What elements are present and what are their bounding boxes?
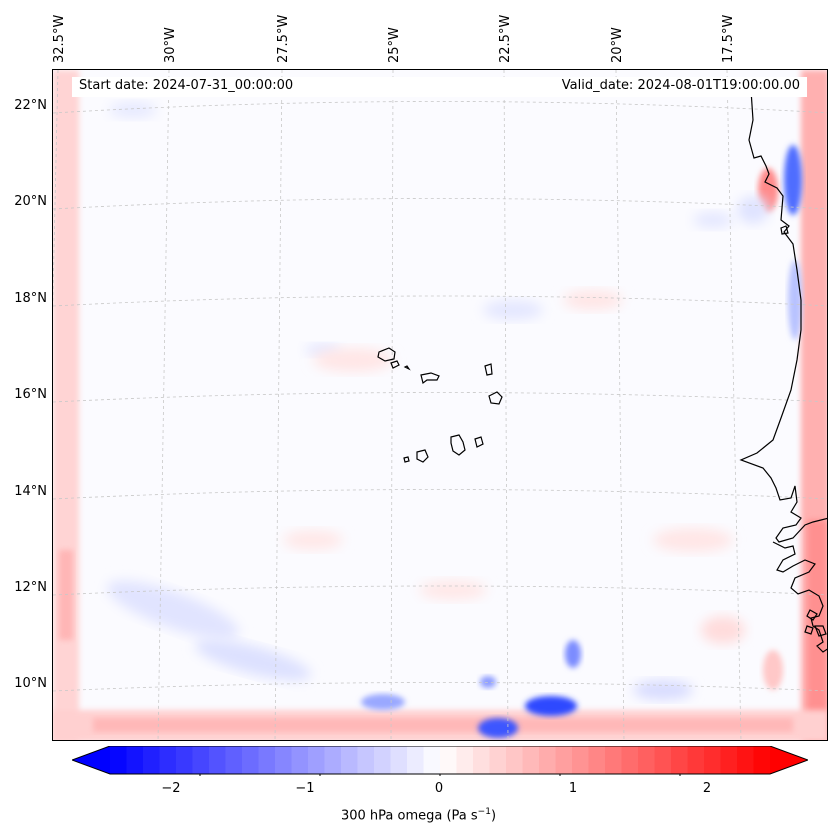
colorbar-block (720, 746, 738, 774)
colorbar-block (539, 746, 557, 774)
colorbar-block (407, 746, 425, 774)
colorbar-block (357, 746, 375, 774)
lat-label-18n: 18°N (14, 291, 47, 306)
colorbar-block (423, 746, 441, 774)
colorbar-block (126, 746, 144, 774)
island-maio (474, 436, 484, 448)
colorbar-ticks (199, 774, 681, 776)
colorbar-block (654, 746, 672, 774)
colorbar-block (110, 746, 128, 774)
island-boa-vista (488, 391, 503, 405)
lon-label-17-5w: 17.5°W (721, 14, 736, 63)
colorbar-block (588, 746, 606, 774)
colorbar-block (143, 746, 161, 774)
lat-label-12n: 12°N (14, 580, 47, 595)
colorbar-block (605, 746, 623, 774)
colorbar-block (737, 746, 755, 774)
colorbar-blocks (72, 746, 808, 774)
colorbar-tick-2: 2 (702, 781, 712, 796)
colorbar-tick-0: 0 (434, 781, 444, 796)
colorbar-block (324, 746, 342, 774)
colorbar-block (687, 746, 705, 774)
island-sao-nicolau (420, 372, 440, 385)
island-sao-vicente (390, 360, 400, 369)
lat-label-22n: 22°N (14, 98, 47, 113)
lat-label-14n: 14°N (14, 484, 47, 499)
lat-label-10n: 10°N (14, 676, 47, 691)
colorbar-block (522, 746, 540, 774)
lon-label-25w: 25°W (387, 27, 402, 63)
colorbar-block (621, 746, 639, 774)
colorbar-block (473, 746, 491, 774)
colorbar-block (225, 746, 243, 774)
colorbar-block (704, 746, 722, 774)
colorbar-block (275, 746, 293, 774)
lon-label-27-5w: 27.5°W (276, 14, 291, 63)
colorbar-block (489, 746, 507, 774)
colorbar-block (753, 746, 771, 774)
colorbar-block (440, 746, 458, 774)
island-santo-antao (377, 347, 396, 362)
colorbar-tick-minus-2: −2 (161, 781, 181, 796)
colorbar-extend-max (770, 746, 808, 774)
map-panel (52, 69, 828, 741)
colorbar-block (572, 746, 590, 774)
colorbar-block (176, 746, 194, 774)
colorbar-block (242, 746, 260, 774)
valid-date-label: Valid_date: 2024-08-01T19:00:00.00 (561, 78, 800, 93)
gridlines (53, 70, 827, 740)
africa-coastline (739, 89, 827, 543)
island-santa-luzia (403, 365, 411, 371)
coastlines (377, 89, 827, 653)
omega-field-map (53, 70, 827, 740)
colorbar-label: 300 hPa omega (Pa s−1) (340, 807, 497, 824)
colorbar-block (341, 746, 359, 774)
colorbar-block (671, 746, 689, 774)
lat-label-16n: 16°N (14, 387, 47, 402)
colorbar-tick-1: 1 (568, 781, 578, 796)
colorbar-block (638, 746, 656, 774)
island-brava (403, 456, 410, 463)
lon-label-20w: 20°W (610, 27, 625, 63)
colorbar-block (374, 746, 392, 774)
lon-label-32-5w: 32.5°W (52, 14, 67, 63)
island-santiago (450, 434, 466, 456)
lat-label-20n: 20°N (14, 194, 47, 209)
lon-label-22-5w: 22.5°W (498, 14, 513, 63)
colorbar-block (506, 746, 524, 774)
island-fogo (416, 449, 429, 463)
colorbar-block (308, 746, 326, 774)
start-date-label: Start date: 2024-07-31_00:00:00 (79, 78, 294, 93)
colorbar-block (258, 746, 276, 774)
colorbar (72, 746, 808, 776)
field-shading (53, 70, 827, 740)
colorbar-tick-minus-1: −1 (295, 781, 315, 796)
colorbar-block (291, 746, 309, 774)
island-sal (484, 363, 493, 376)
colorbar-block (159, 746, 177, 774)
colorbar-block (555, 746, 573, 774)
colorbar-outline (72, 746, 808, 775)
info-banner (72, 77, 807, 97)
colorbar-block (192, 746, 210, 774)
colorbar-block (390, 746, 408, 774)
colorbar-block (456, 746, 474, 774)
colorbar-extend-min (72, 746, 110, 774)
lon-label-30w: 30°W (163, 27, 178, 63)
colorbar-block (209, 746, 227, 774)
